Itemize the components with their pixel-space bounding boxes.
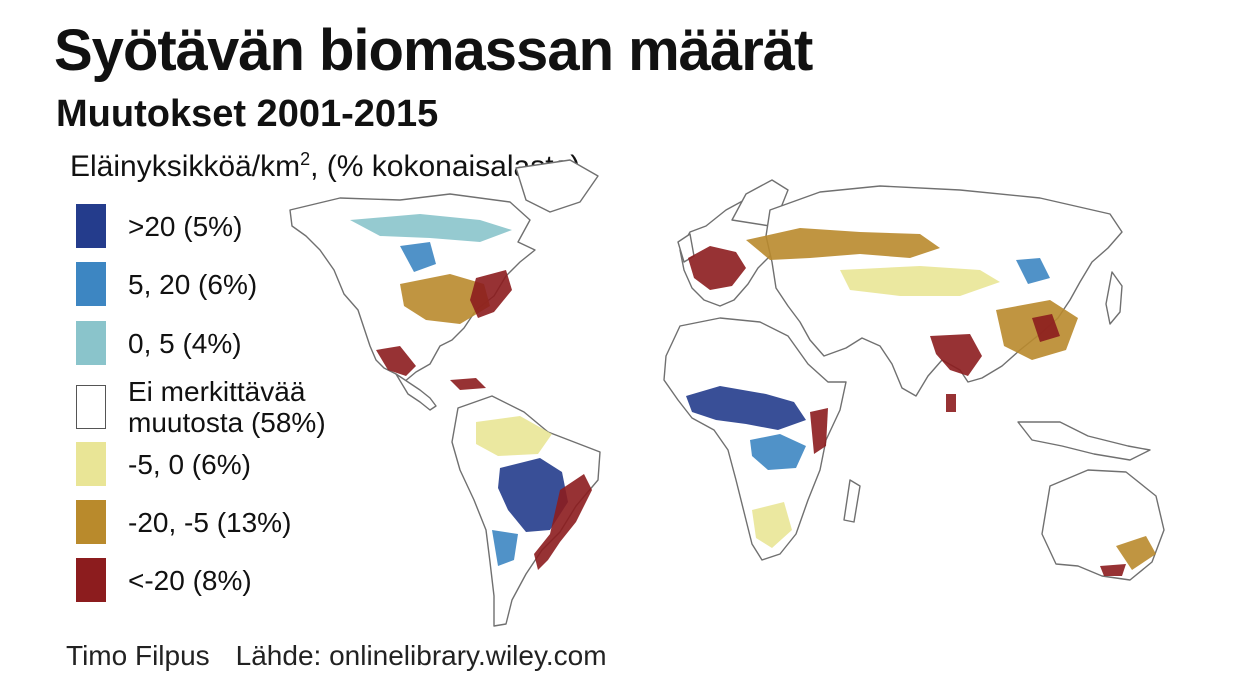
region-east-china-strong-decrease — [1032, 314, 1060, 342]
region-south-america-increase — [498, 458, 568, 532]
region-central-africa-moderate-increase — [750, 434, 806, 470]
legend-swatch-0-5 — [76, 321, 106, 365]
legend-label-no-change-line1: Ei merkittävää — [128, 376, 306, 407]
region-mexico-decrease — [376, 346, 416, 376]
region-india-decrease — [930, 334, 982, 376]
region-brazil-coast-decrease — [534, 474, 592, 570]
legend-label-0-5: 0, 5 (4%) — [128, 327, 242, 359]
legend-label-m20-m5: -20, -5 (13%) — [128, 506, 292, 538]
region-us-east-strong-decrease — [470, 270, 512, 318]
footer-source: Lähde: onlinelibrary.wiley.com — [235, 640, 607, 671]
footer-author: Timo Filpus — [66, 640, 210, 671]
legend-label-no-change: Ei merkittävää muutosta (58%) — [128, 376, 326, 438]
unit-superscript: 2 — [300, 149, 311, 169]
region-amazon-slight-decrease — [476, 416, 552, 456]
legend-label-gt20: >20 (5%) — [128, 210, 243, 242]
legend-label-m5-0: -5, 0 (6%) — [128, 448, 251, 480]
legend-swatch-no-change — [76, 385, 106, 429]
region-sahel-increase — [686, 386, 806, 430]
region-central-asia-slight-decrease — [840, 266, 1000, 296]
legend-label-lt-m20: <-20 (8%) — [128, 564, 252, 596]
region-australia-decrease — [1116, 536, 1156, 570]
unit-base: Eläinyksikköä/km — [70, 150, 301, 183]
region-caribbean-decrease — [450, 378, 486, 390]
change-regions — [350, 214, 1156, 576]
australia-outline — [1041, 469, 1165, 581]
map-title: Syötävän biomassan määrät — [54, 18, 813, 83]
region-mongolia-moderate-increase — [1016, 258, 1050, 284]
region-sumatra-strong-decrease — [946, 394, 956, 412]
map-subtitle: Muutokset 2001-2015 — [56, 93, 439, 135]
japan-outline — [1105, 271, 1123, 325]
world-map — [289, 159, 1165, 627]
region-australia-strong-decrease — [1100, 564, 1126, 576]
region-south-america-moderate-increase — [492, 530, 518, 566]
region-europe-decrease — [688, 246, 746, 290]
legend-swatch-lt-m20 — [76, 558, 106, 602]
legend-item-gt20: >20 (5%) — [76, 204, 242, 248]
region-south-africa-slight-decrease — [752, 502, 792, 548]
legend-item-m5-0: -5, 0 (6%) — [76, 442, 251, 486]
legend-swatch-5-20 — [76, 262, 106, 306]
legend-item-no-change: Ei merkittävää muutosta (58%) — [76, 376, 326, 438]
region-us-plains-decrease — [400, 274, 490, 324]
legend-swatch-m5-0 — [76, 442, 106, 486]
footer: Timo Filpus Lähde: onlinelibrary.wiley.co… — [66, 640, 607, 672]
legend-swatch-m20-m5 — [76, 500, 106, 544]
legend-label-5-20: 5, 20 (6%) — [128, 268, 258, 300]
legend: >20 (5%) 5, 20 (6%) 0, 5 (4%) Ei merkitt… — [76, 204, 396, 604]
region-eastern-europe-decrease — [746, 228, 940, 260]
legend-item-lt-m20: <-20 (8%) — [76, 558, 252, 602]
legend-item-0-5: 0, 5 (4%) — [76, 321, 242, 365]
legend-label-no-change-line2: muutosta (58%) — [128, 407, 326, 438]
legend-swatch-gt20 — [76, 204, 106, 248]
region-east-africa-decrease — [810, 408, 828, 454]
region-canada-slight-increase — [350, 214, 512, 242]
indonesia-outline — [1017, 421, 1151, 461]
central-america-outline — [395, 373, 437, 411]
region-north-america-increase-west — [400, 242, 436, 272]
greenland-outline — [515, 159, 599, 213]
legend-item-m20-m5: -20, -5 (13%) — [76, 500, 291, 544]
legend-item-5-20: 5, 20 (6%) — [76, 262, 257, 306]
madagascar-outline — [843, 479, 861, 523]
